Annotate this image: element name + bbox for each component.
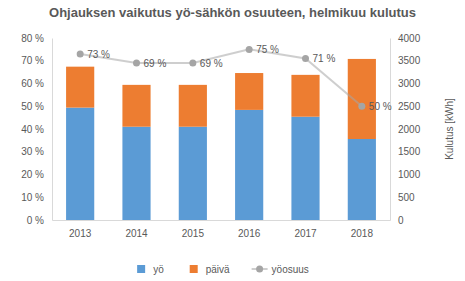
bar: [66, 108, 94, 220]
legend-item: yöosuus: [252, 264, 309, 275]
data-label: 75 %: [256, 44, 279, 55]
tick: 2016: [238, 220, 261, 239]
legend-label: yöosuus: [272, 264, 309, 275]
axis-line: [53, 220, 391, 221]
legend-symbol: [190, 265, 198, 273]
tick: 10 %: [21, 192, 52, 203]
tick-label: 10 %: [21, 192, 44, 203]
tick: 2014: [125, 220, 148, 239]
title: Ohjauksen vaikutus yö-sähkön osuuteen, h…: [49, 5, 416, 20]
tick: 60 %: [21, 78, 52, 89]
legend-symbol: [256, 266, 263, 273]
tick: 30 %: [21, 146, 52, 157]
tick-label: 2500: [398, 101, 421, 112]
legend-symbol: [137, 265, 145, 273]
tick-label: 60 %: [21, 78, 44, 89]
tick-label: 2014: [125, 228, 148, 239]
data-label: 69 %: [144, 58, 167, 69]
tick: 20 %: [21, 169, 52, 180]
axis-categories: 2013 2014 2015 2016 2017 2018: [53, 220, 391, 239]
marker: [133, 60, 140, 67]
line: [80, 49, 362, 106]
tick-label: 2017: [294, 228, 317, 239]
data-labels: 73 % 69 % 69 % 75 % 71 % 50 %: [87, 44, 392, 112]
tick-label: 0: [398, 215, 404, 226]
tick: 50 %: [21, 101, 52, 112]
marker: [358, 103, 365, 110]
tick-label: 20 %: [21, 169, 44, 180]
marker: [189, 60, 196, 67]
tick: 2013: [69, 220, 92, 239]
legend-label: yö: [153, 264, 164, 275]
bar: [291, 117, 319, 220]
tick: 3000: [390, 78, 421, 89]
data-label: 71 %: [313, 53, 336, 64]
tick: 0: [390, 215, 404, 226]
data-label: 50 %: [369, 101, 392, 112]
data-label: 69 %: [200, 58, 223, 69]
tick-label: 3000: [398, 78, 421, 89]
tick-label: 50 %: [21, 101, 44, 112]
tick: 1500: [390, 146, 421, 157]
tick: 70 %: [21, 55, 52, 66]
plot-marks: [66, 46, 376, 220]
tick: 4000: [390, 33, 421, 44]
bar: [179, 85, 207, 127]
tick: 3500: [390, 55, 421, 66]
marker: [246, 46, 253, 53]
tick: 2018: [351, 220, 374, 239]
tick-label: 2015: [182, 228, 205, 239]
tick-label: 40 %: [21, 124, 44, 135]
tick-label: 3500: [398, 55, 421, 66]
marker: [302, 55, 309, 62]
tick-label: 80 %: [21, 33, 44, 44]
bar: [122, 127, 150, 220]
bar: [291, 75, 319, 117]
tick: 2015: [182, 220, 205, 239]
tick: 500: [390, 192, 415, 203]
bar: [66, 67, 94, 108]
tick: 40 %: [21, 124, 52, 135]
tick-label: 1000: [398, 169, 421, 180]
axis-line: [52, 39, 53, 221]
tick-label: 2013: [69, 228, 92, 239]
chart: Ohjauksen vaikutus yö-sähkön osuuteen, h…: [0, 0, 465, 281]
tick-label: 2000: [398, 124, 421, 135]
bar: [179, 127, 207, 220]
axis-line: [390, 39, 391, 221]
tick: 0 %: [27, 215, 52, 226]
legend-item: yö: [137, 264, 164, 275]
tick-label: 1500: [398, 146, 421, 157]
bar: [348, 139, 376, 220]
legend: yö päivä yöosuus: [137, 264, 309, 275]
axis-y2ticks: 0 500 1000 1500 2000 2500 3000 3500 4000: [390, 33, 421, 226]
legend-item: päivä: [190, 264, 230, 275]
marker: [77, 50, 84, 57]
axis-title: Kulutus [kWh]: [444, 98, 455, 160]
bar: [235, 73, 263, 110]
legend-label: päivä: [206, 264, 230, 275]
tick-label: 30 %: [21, 146, 44, 157]
tick-label: 2016: [238, 228, 261, 239]
tick: 2500: [390, 101, 421, 112]
axis-yticks: 0 % 10 % 20 % 30 % 40 % 50 % 60 % 70 % 80 %: [21, 33, 52, 226]
tick: 2017: [294, 220, 317, 239]
tick-label: 70 %: [21, 55, 44, 66]
data-label: 73 %: [87, 49, 110, 60]
bar: [122, 85, 150, 127]
bar: [235, 110, 263, 220]
tick-label: 2018: [351, 228, 374, 239]
tick: 80 %: [21, 33, 52, 44]
tick-label: 4000: [398, 33, 421, 44]
tick-label: 0 %: [27, 215, 44, 226]
tick: 2000: [390, 124, 421, 135]
tick-label: 500: [398, 192, 415, 203]
tick: 1000: [390, 169, 421, 180]
